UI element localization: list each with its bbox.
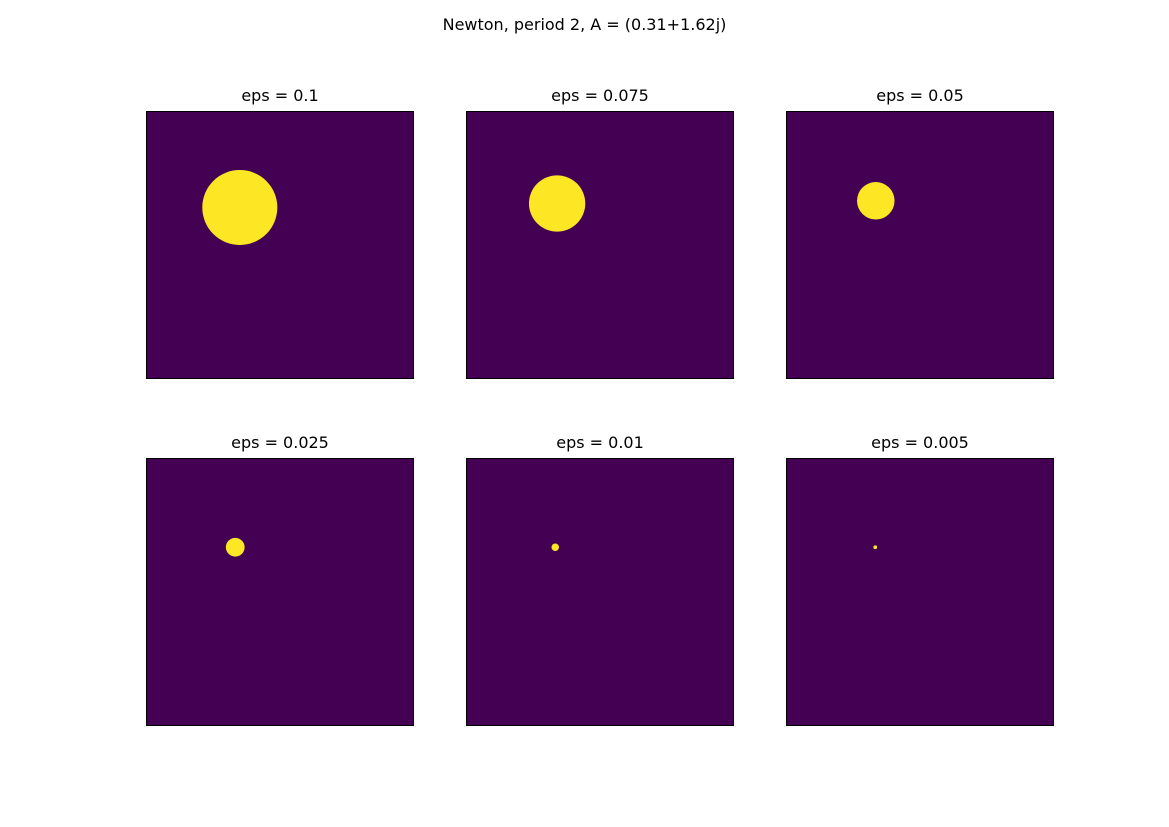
heatmap-background [786,111,1054,379]
heatmap-background [466,111,734,379]
converged-region [873,545,878,550]
heatmap-background [146,458,414,726]
heatmap-background [466,458,734,726]
heatmap-plot [786,458,1054,726]
heatmap-plot [146,111,414,379]
heatmap-plot [146,458,414,726]
panel-title: eps = 0.025 [231,433,329,452]
axes-frame [786,111,1054,379]
converged-region [551,543,559,551]
panel-title: eps = 0.005 [871,433,969,452]
panel-title: eps = 0.075 [551,86,649,105]
axes-frame [466,458,734,726]
converged-region [857,182,895,220]
axes-frame [146,458,414,726]
heatmap-plot [466,111,734,379]
panel-4: eps = 0.025 [146,433,414,726]
panel-title: eps = 0.05 [876,86,964,105]
panel-6: eps = 0.005 [786,433,1054,726]
axes-frame [786,458,1054,726]
converged-region [202,169,278,245]
panel-1: eps = 0.1 [146,86,414,379]
panel-3: eps = 0.05 [786,86,1054,379]
axes-frame [146,111,414,379]
axes-frame [466,111,734,379]
heatmap-background [786,458,1054,726]
panel-title: eps = 0.1 [241,86,319,105]
converged-region [225,537,245,557]
figure-title: Newton, period 2, A = (0.31+1.62j) [442,15,727,34]
panel-title: eps = 0.01 [556,433,644,452]
heatmap-plot [466,458,734,726]
converged-region [528,175,586,232]
heatmap-plot [786,111,1054,379]
panel-2: eps = 0.075 [466,86,734,379]
heatmap-background [146,111,414,379]
panel-5: eps = 0.01 [466,433,734,726]
